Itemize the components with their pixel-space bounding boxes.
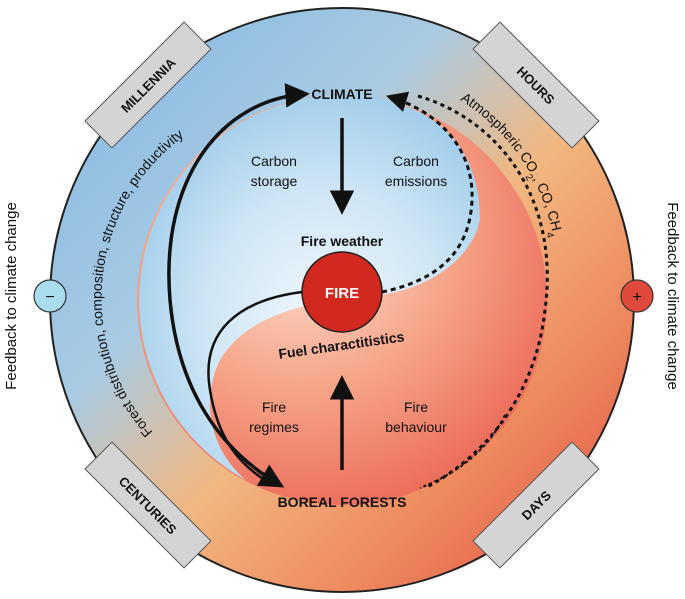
fire-regimes-line1: Fire [262,399,286,415]
boundary-solid-curve [207,290,303,484]
fire-behaviour-line2: behaviour [385,419,447,435]
climate-node: CLIMATE [311,86,372,102]
dashed-outer-arc [417,94,549,490]
dashed-emission-arc [381,91,474,294]
carbon-emissions-line2: emissions [385,173,447,189]
positive-feedback-badge [620,279,654,313]
positive-sign: + [632,289,641,306]
fire-regimes-line2: regimes [249,419,299,435]
feedback-right-label: Feedback to climate change [664,202,681,390]
carbon-emissions-line1: Carbon [393,153,439,169]
feedback-left-label: Feedback to climate change [3,202,20,390]
negative-sign: − [45,289,54,306]
carbon-storage-line2: storage [251,173,298,189]
fire-label: FIRE [325,285,359,302]
negative-feedback-badge [33,279,67,313]
fire-behaviour-line1: Fire [404,399,428,415]
carbon-storage-line1: Carbon [251,153,297,169]
fire-weather-label: Fire weather [301,233,384,249]
tab-days: DAYS [472,441,600,569]
boreal-forests-node: BOREAL FORESTS [278,494,407,510]
